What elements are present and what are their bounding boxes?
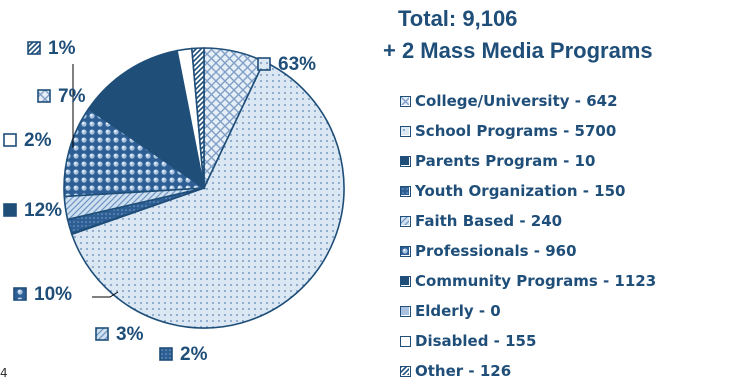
percent-label-swatch [3, 133, 17, 147]
percent-label-swatch [3, 203, 17, 217]
legend-label: School Programs - 5700 [415, 122, 617, 140]
percent-label-swatch [257, 57, 271, 71]
legend-swatch [400, 125, 411, 137]
pie-slice-school-programs [70, 60, 345, 329]
percent-label-text: 2% [24, 130, 52, 151]
percent-label-text: 10% [34, 284, 72, 305]
percent-label-text: 63% [278, 54, 316, 75]
percent-label-school-programs: 63% [257, 54, 316, 75]
total-text: Total: 9,106 [398, 6, 518, 31]
percent-label-swatch [37, 89, 51, 103]
legend-swatch [400, 185, 411, 197]
percent-label-text: 12% [24, 200, 62, 221]
legend-item: Parents Program - 10 [400, 146, 656, 176]
legend-label: Other - 126 [415, 362, 512, 380]
percent-label-professionals: 10% [13, 284, 72, 305]
pie-slices [63, 47, 345, 329]
legend-item: Faith Based - 240 [400, 206, 656, 236]
legend-label: Disabled - 155 [415, 332, 537, 350]
page-number: 4 [0, 366, 8, 380]
subtitle-text: + 2 Mass Media Programs [383, 38, 653, 63]
percent-label-text: 2% [180, 344, 208, 365]
legend-label: Youth Organization - 150 [415, 182, 626, 200]
legend-swatch [400, 155, 411, 167]
percent-label-youth-organization: 2% [159, 344, 208, 365]
legend-item: Community Programs - 1123 [400, 266, 656, 296]
percent-label-swatch [27, 41, 41, 55]
legend: College/University - 642 School Programs… [400, 86, 656, 386]
pie-slice-professionals [63, 107, 207, 198]
legend-swatch [400, 305, 411, 317]
legend-label: Parents Program - 10 [415, 152, 596, 170]
pie-slice-other [190, 47, 205, 189]
percent-label-faith-based: 3% [95, 324, 144, 345]
legend-swatch [400, 275, 411, 287]
legend-swatch [400, 95, 411, 107]
legend-item: Disabled - 155 [400, 326, 656, 356]
percent-label-community-programs: 12% [3, 200, 62, 221]
percent-labels: 7% 63% 2% 3% 10% 12% 2% 1% [3, 38, 316, 365]
leader-lines [72, 64, 119, 298]
legend-label: Faith Based - 240 [415, 212, 563, 230]
legend-item: School Programs - 5700 [400, 116, 656, 146]
legend-item: College/University - 642 [400, 86, 656, 116]
percent-label-swatch [95, 327, 109, 341]
legend-label: Elderly - 0 [415, 302, 501, 320]
percent-label-swatch [13, 287, 27, 301]
legend-swatch [400, 245, 411, 257]
percent-label-text: 1% [48, 38, 76, 59]
percent-label-text: 7% [58, 86, 86, 107]
legend-item: Professionals - 960 [400, 236, 656, 266]
legend-label: Community Programs - 1123 [415, 272, 657, 290]
percent-label-college-university: 7% [37, 86, 86, 107]
legend-swatch [400, 365, 411, 377]
legend-swatch [400, 215, 411, 227]
legend-item: Elderly - 0 [400, 296, 656, 326]
legend-label: Professionals - 960 [415, 242, 577, 260]
legend-item: Other - 126 [400, 356, 656, 386]
legend-swatch [400, 335, 411, 347]
percent-label-text: 3% [116, 324, 144, 345]
pie-slice-community-programs [87, 49, 206, 190]
percent-label-swatch [159, 347, 173, 361]
percent-label-other: 1% [27, 38, 76, 59]
legend-label: College/University - 642 [415, 92, 618, 110]
leader-line-professionals [92, 291, 119, 298]
legend-item: Youth Organization - 150 [400, 176, 656, 206]
percent-label-disabled: 2% [3, 130, 52, 151]
